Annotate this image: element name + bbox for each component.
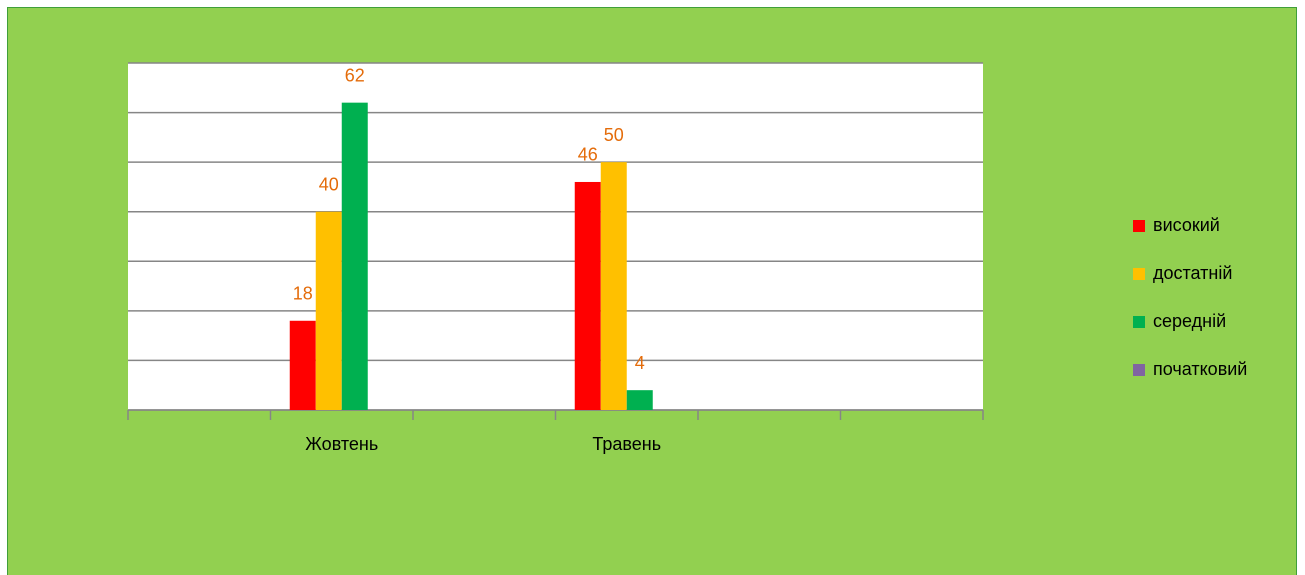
bar [315, 211, 342, 410]
data-label: 4 [635, 353, 645, 373]
bar [574, 181, 601, 410]
data-label: 40 [319, 174, 339, 194]
legend-label: достатній [1153, 263, 1232, 283]
legend-label: високий [1153, 215, 1220, 235]
bar [289, 320, 316, 410]
x-tick-label: Жовтень [305, 434, 378, 454]
bar [600, 162, 627, 410]
data-label: 50 [604, 125, 624, 145]
legend-swatch [1133, 220, 1145, 232]
data-label: 18 [293, 284, 313, 304]
data-label: 46 [578, 145, 598, 165]
legend-swatch [1133, 268, 1145, 280]
legend-label: середній [1153, 311, 1226, 331]
plot-area [128, 63, 983, 410]
x-tick-label: Травень [592, 434, 661, 454]
legend-swatch [1133, 316, 1145, 328]
legend-swatch [1133, 364, 1145, 376]
bar [626, 390, 653, 410]
data-label: 62 [345, 65, 365, 85]
bar [341, 102, 368, 411]
legend-label: початковий [1153, 359, 1247, 379]
